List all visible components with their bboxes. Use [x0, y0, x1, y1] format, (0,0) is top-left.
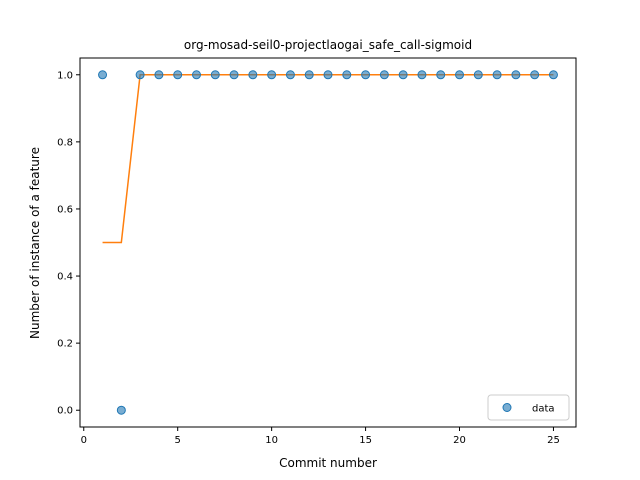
- data-point: [285, 70, 295, 80]
- plot-area: [79, 57, 577, 428]
- x-axis-ticks: 0 5 10 15 20 25: [81, 427, 560, 446]
- data-point: [210, 70, 220, 80]
- x-tick-label: 15: [359, 435, 372, 446]
- data-point: [248, 70, 258, 80]
- legend-box: [487, 394, 570, 421]
- line-layer: [102, 74, 554, 244]
- x-tick-label: 0: [81, 435, 87, 446]
- data-point: [473, 70, 483, 80]
- x-axis-label: Commit number: [279, 456, 377, 470]
- y-tick-label: 1.0: [57, 70, 73, 81]
- points-layer: [98, 70, 558, 415]
- legend-marker-data: [502, 403, 512, 412]
- y-tick-label: 0.8: [57, 137, 73, 148]
- fit-line: [102, 74, 554, 244]
- y-axis-ticks: 0.0 0.2 0.4 0.6 0.8 1.0: [57, 70, 80, 417]
- chart-title: org-mosad-seil0-projectlaogai_safe_call-…: [184, 38, 472, 52]
- data-point: [191, 70, 201, 80]
- data-point: [361, 70, 371, 80]
- data-point: [379, 70, 389, 80]
- y-tick-label: 0.4: [57, 272, 73, 283]
- data-point: [342, 70, 352, 80]
- data-point: [398, 70, 408, 80]
- x-tick-label: 20: [453, 435, 466, 446]
- legend-label-data: data: [532, 404, 555, 415]
- x-tick-label: 25: [547, 435, 560, 446]
- x-tick-label: 5: [175, 435, 181, 446]
- y-axis-label: Number of instance of a feature: [28, 147, 42, 339]
- data-point: [511, 70, 521, 80]
- data-point: [229, 70, 239, 80]
- data-point: [323, 70, 333, 80]
- y-tick-label: 0.2: [57, 339, 73, 350]
- data-point: [154, 70, 164, 80]
- data-point: [492, 70, 502, 80]
- legend: data: [487, 394, 570, 421]
- data-point: [98, 70, 108, 80]
- y-tick-label: 0.0: [57, 406, 73, 417]
- data-point: [548, 70, 558, 80]
- y-tick-label: 0.6: [57, 204, 73, 215]
- data-point: [267, 70, 277, 80]
- data-point: [135, 70, 145, 80]
- data-point: [116, 405, 126, 415]
- plot-frame: [79, 57, 577, 428]
- x-tick-label: 10: [265, 435, 278, 446]
- data-point: [173, 70, 183, 80]
- data-point: [455, 70, 465, 80]
- data-point: [530, 70, 540, 80]
- data-point: [436, 70, 446, 80]
- data-point: [304, 70, 314, 80]
- data-point: [417, 70, 427, 80]
